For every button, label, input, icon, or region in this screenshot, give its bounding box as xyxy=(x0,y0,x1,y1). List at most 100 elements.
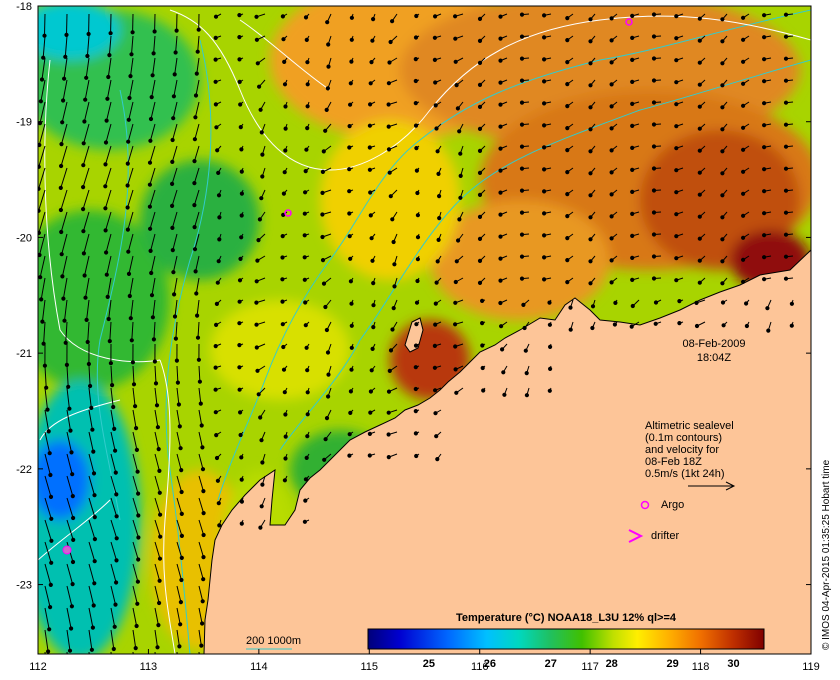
sst-color-patches xyxy=(38,6,811,654)
velocity-arrow-head xyxy=(720,17,725,22)
velocity-arrow-head xyxy=(651,78,657,83)
velocity-arrow-head xyxy=(104,118,109,123)
velocity-arrow-head xyxy=(720,61,725,66)
legend-line-5: 0.5m/s (1kt 24h) xyxy=(645,468,724,480)
velocity-arrow-head xyxy=(588,39,593,44)
velocity-arrow-head xyxy=(192,225,197,230)
velocity-arrow-head xyxy=(48,605,53,610)
velocity-arrow xyxy=(60,145,68,167)
velocity-arrow xyxy=(66,475,74,497)
velocity-arrow-head xyxy=(60,120,65,125)
velocity-arrow-head xyxy=(67,671,70,674)
velocity-arrow xyxy=(62,79,68,101)
velocity-arrow-head xyxy=(305,60,310,65)
velocity-arrow-head xyxy=(455,106,460,111)
velocity-arrow-head xyxy=(198,401,203,406)
velocity-arrow-head xyxy=(477,236,483,241)
velocity-arrow xyxy=(129,79,134,99)
velocity-arrow-head xyxy=(498,102,503,107)
velocity-arrow-head xyxy=(565,16,570,21)
velocity-arrow-head xyxy=(547,300,552,305)
velocity-arrow-head xyxy=(609,104,614,109)
velocity-arrow-head xyxy=(257,84,262,89)
velocity-arrow-head xyxy=(697,126,702,131)
velocity-arrow-head xyxy=(47,627,52,632)
velocity-arrow-head xyxy=(103,140,109,145)
velocity-arrow-head xyxy=(81,141,86,146)
velocity-arrow-head xyxy=(674,168,679,173)
velocity-arrow-head xyxy=(762,35,767,40)
velocity-arrow-head xyxy=(106,74,111,80)
velocity-arrow xyxy=(106,101,112,121)
velocity-arrow-head xyxy=(542,277,547,282)
velocity-arrow-head xyxy=(386,410,391,415)
velocity-arrow-head xyxy=(201,510,206,516)
legend-line-2: (0.1m contours) xyxy=(645,432,722,444)
velocity-arrow-head xyxy=(105,96,110,101)
velocity-arrow-head xyxy=(281,191,286,196)
velocity-arrow-head xyxy=(39,297,44,302)
velocity-arrow-head xyxy=(280,299,285,304)
velocity-arrow-head xyxy=(178,600,183,605)
velocity-arrow xyxy=(60,167,68,189)
velocity-arrow xyxy=(65,321,68,343)
velocity-arrow-head xyxy=(59,252,64,257)
velocity-arrow-head xyxy=(259,504,264,509)
velocity-arrow xyxy=(110,497,118,517)
velocity-arrow xyxy=(106,79,112,99)
velocity-arrow-head xyxy=(630,79,635,85)
velocity-arrow-head xyxy=(254,14,259,19)
velocity-arrow-head xyxy=(150,73,155,78)
velocity-arrow-head xyxy=(213,35,218,41)
velocity-arrow xyxy=(195,255,200,272)
velocity-arrow xyxy=(176,519,183,537)
velocity-arrow-head xyxy=(413,431,418,436)
velocity-arrow-head xyxy=(239,213,244,218)
velocity-arrow-head xyxy=(259,130,264,135)
velocity-arrow xyxy=(172,101,178,119)
velocity-arrow-head xyxy=(283,434,288,439)
velocity-arrow-head xyxy=(281,212,286,217)
velocity-arrow-head xyxy=(347,189,352,194)
velocity-arrow-head xyxy=(434,280,439,285)
velocity-arrow-head xyxy=(433,301,438,306)
velocity-arrow xyxy=(60,211,68,233)
velocity-arrow xyxy=(110,651,112,654)
velocity-arrow-head xyxy=(170,203,175,208)
velocity-arrow xyxy=(127,167,134,186)
velocity-arrow xyxy=(154,541,161,559)
velocity-arrow-head xyxy=(38,164,41,169)
lat-tick-label: -18 xyxy=(16,1,32,13)
velocity-arrow-head xyxy=(348,279,353,284)
velocity-arrow-head xyxy=(326,394,331,399)
velocity-arrow-head xyxy=(103,206,108,211)
velocity-arrow xyxy=(88,629,93,650)
velocity-arrow-head xyxy=(283,148,288,153)
velocity-arrow-head xyxy=(477,104,483,110)
velocity-arrow xyxy=(172,233,178,251)
velocity-arrow-head xyxy=(157,578,162,583)
velocity-arrow-head xyxy=(433,103,438,108)
map-panel: 08-Feb-2009 18:04Z Altimetric sealevel (… xyxy=(38,6,811,674)
velocity-arrow-head xyxy=(177,644,182,649)
velocity-arrow-head xyxy=(282,478,287,483)
velocity-arrow-head xyxy=(283,456,288,461)
velocity-arrow-head xyxy=(108,361,114,366)
velocity-arrow-head xyxy=(81,185,86,190)
velocity-arrow-head xyxy=(192,181,197,186)
velocity-arrow xyxy=(154,387,158,406)
velocity-arrow xyxy=(176,541,183,559)
velocity-arrow-head xyxy=(175,380,180,385)
velocity-arrow-head xyxy=(435,457,440,462)
velocity-arrows xyxy=(38,12,795,674)
velocity-arrow-head xyxy=(237,13,242,18)
velocity-arrow-head xyxy=(216,501,221,506)
lat-tick-label: -19 xyxy=(16,117,32,129)
velocity-arrow xyxy=(86,299,90,320)
velocity-arrow-head xyxy=(58,207,64,213)
velocity-arrow-head xyxy=(195,313,200,318)
velocity-arrow-head xyxy=(674,36,679,41)
velocity-arrow-head xyxy=(130,360,135,365)
velocity-arrow-head xyxy=(565,236,570,241)
velocity-arrow xyxy=(176,563,182,581)
